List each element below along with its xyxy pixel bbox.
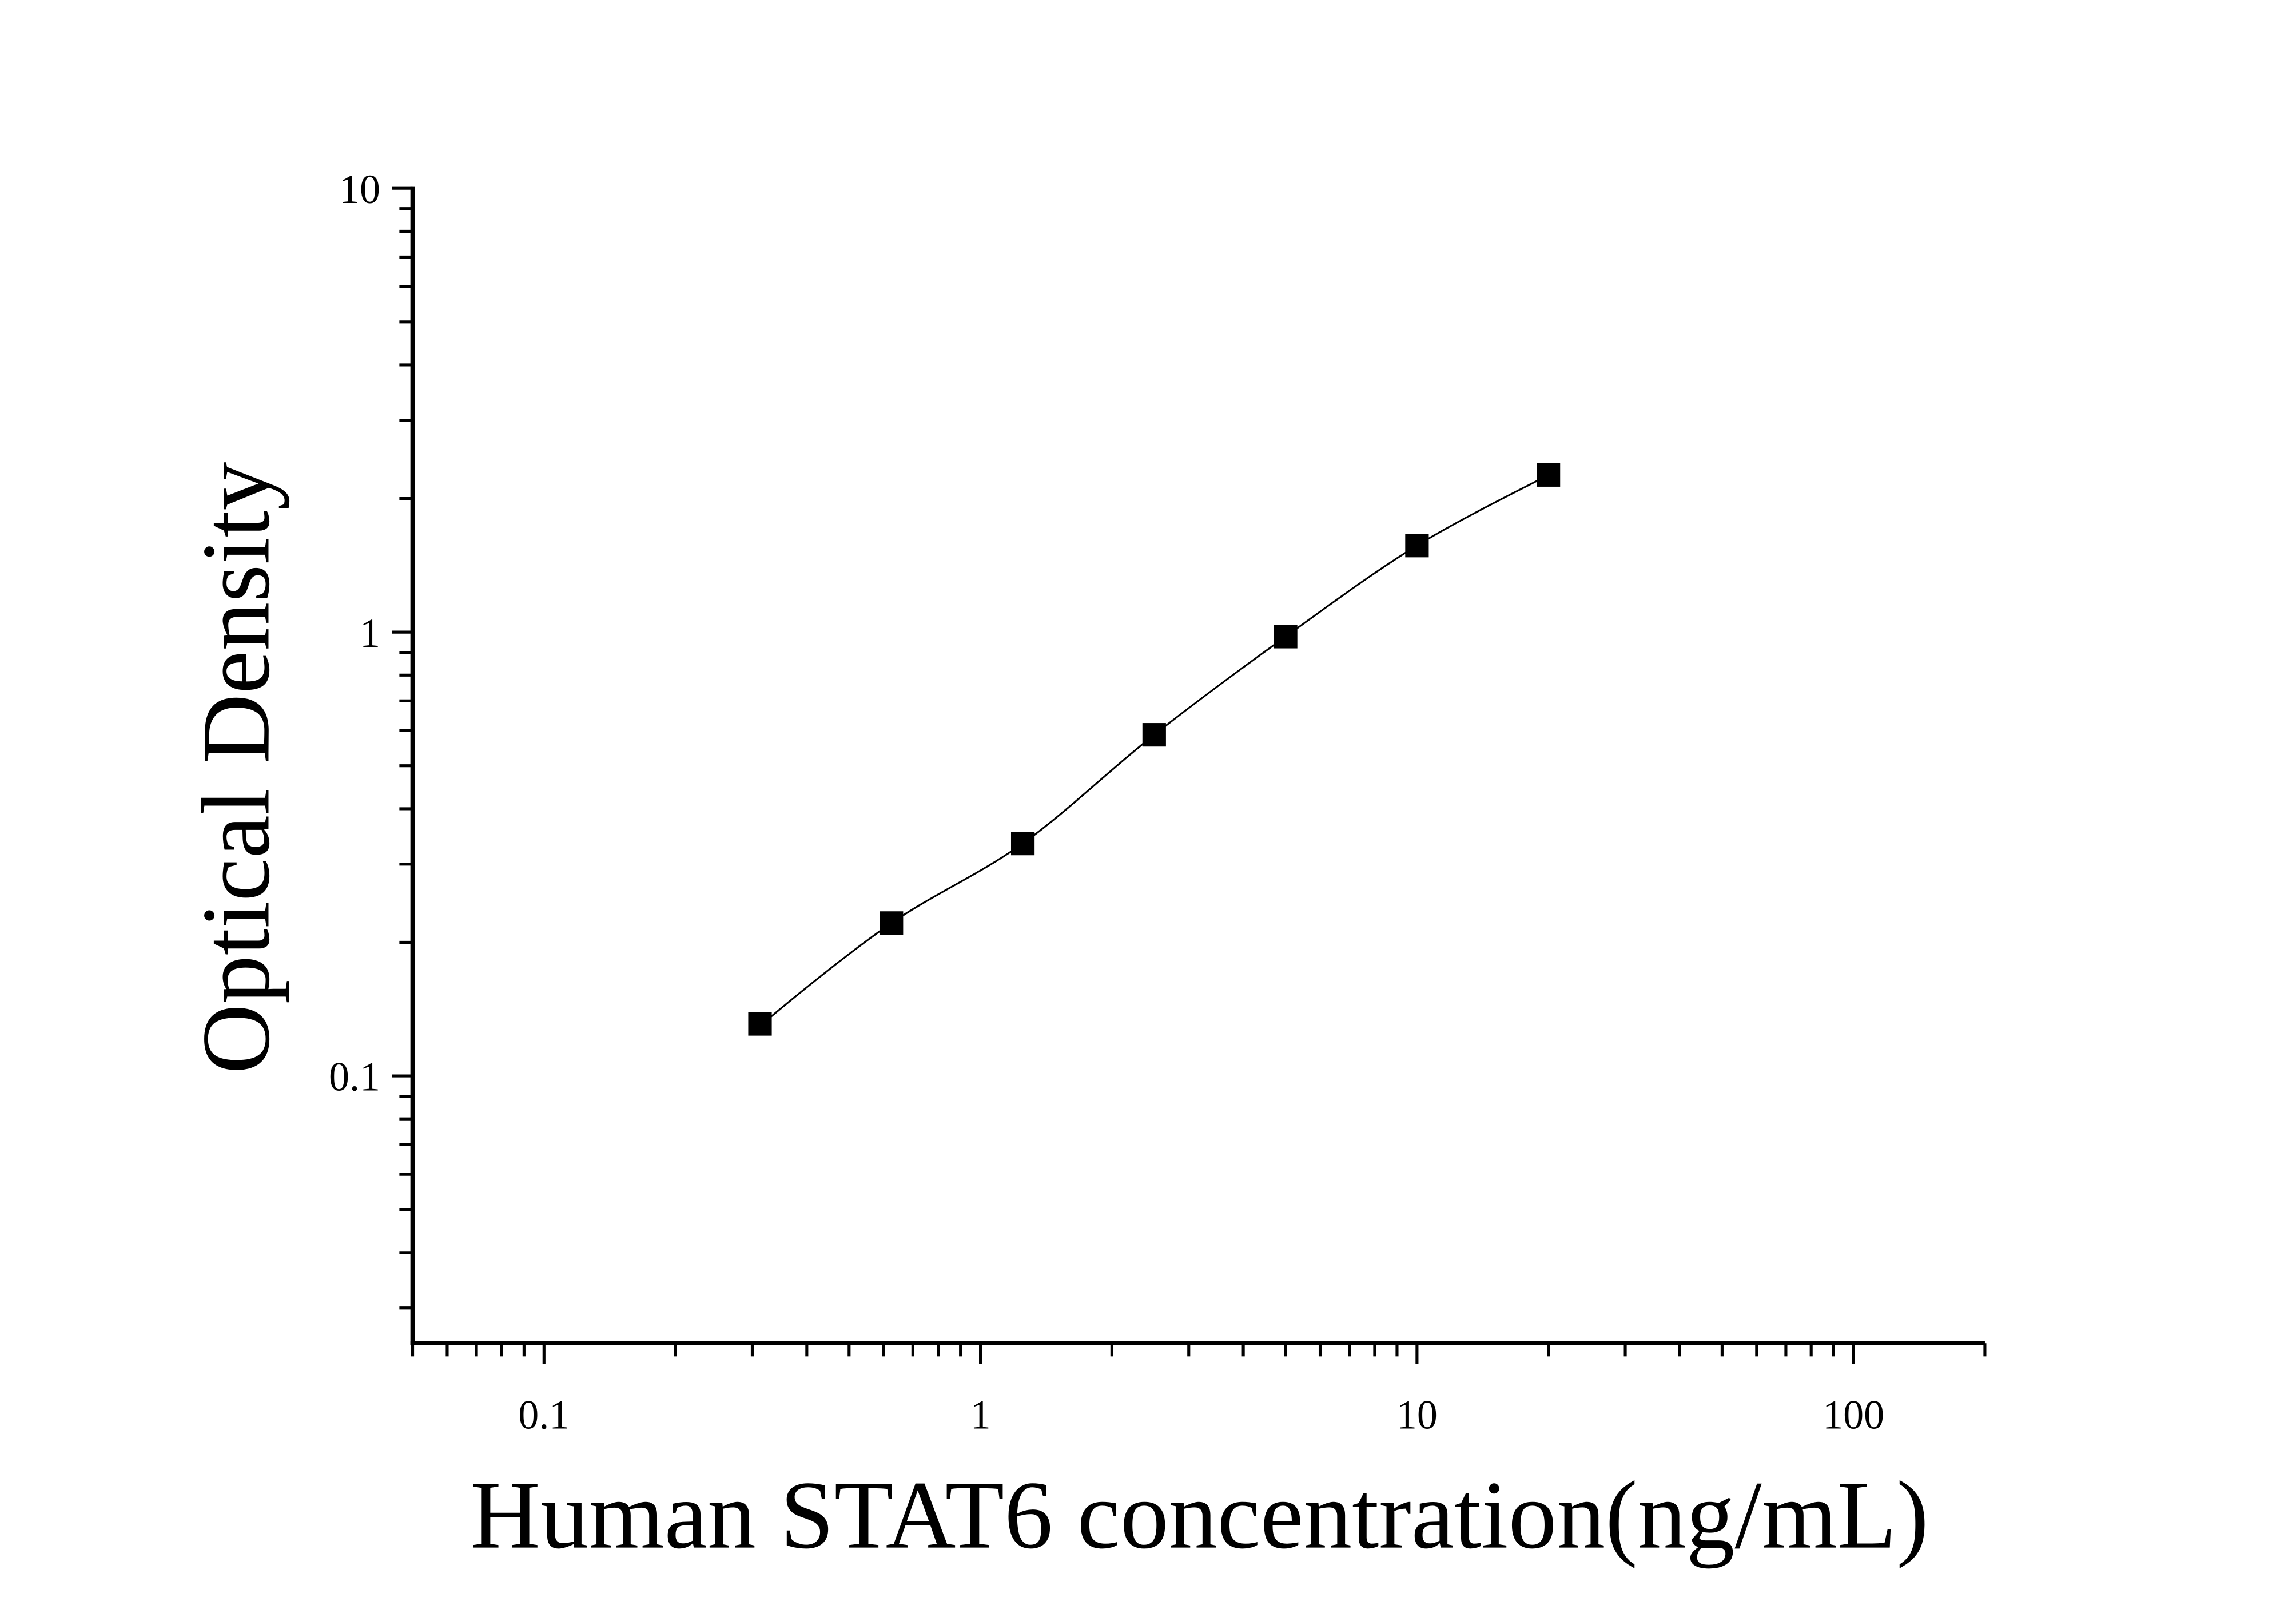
y-tick-label: 0.1 [329, 1054, 380, 1100]
data-point [748, 1012, 772, 1036]
data-point [1537, 463, 1561, 487]
fit-curve-group [755, 474, 1549, 1031]
data-point [1010, 832, 1035, 856]
x-tick-label: 10 [1396, 1392, 1438, 1437]
data-point [1274, 625, 1298, 649]
y-tick-label: 10 [339, 166, 380, 212]
y-axis-label: Optical Density [182, 462, 289, 1074]
y-tick-label: 1 [360, 610, 380, 656]
x-tick-label: 100 [1823, 1392, 1884, 1437]
x-axis-label: Human STAT6 concentration(ng/mL) [470, 1461, 1929, 1569]
ticks: 0.1 1 10 100 0.1 1 10 [329, 166, 1987, 1437]
x-tick-label: 1 [970, 1392, 991, 1437]
fit-curve [755, 474, 1549, 1031]
data-point [1405, 534, 1429, 558]
data-point [1142, 723, 1166, 747]
axes [410, 186, 1985, 1346]
data-point [880, 911, 904, 935]
data-points [748, 463, 1561, 1036]
x-tick-label: 0.1 [518, 1392, 570, 1437]
